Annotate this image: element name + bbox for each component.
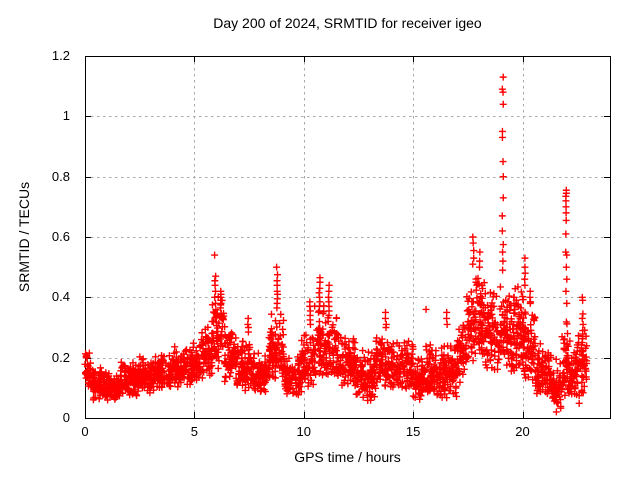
- y-tick-label: 1.2: [51, 48, 70, 63]
- x-tick-label: 20: [515, 424, 530, 439]
- y-tick-label: 1: [62, 108, 70, 124]
- chart-title: Day 200 of 2024, SRMTID for receiver ige…: [213, 15, 482, 31]
- x-axis-label: GPS time / hours: [294, 449, 401, 465]
- x-tick-label: 15: [405, 424, 421, 439]
- x-tick-label: 0: [81, 424, 89, 439]
- y-tick-label: 0.6: [51, 229, 70, 244]
- y-tick-label: 0.8: [51, 168, 70, 184]
- y-tick-label: 0.4: [51, 289, 70, 305]
- y-tick-label: 0: [62, 410, 70, 425]
- x-tick-label: 10: [296, 424, 311, 439]
- x-tick-label: 5: [190, 424, 198, 439]
- y-tick-label: 0.2: [51, 349, 70, 365]
